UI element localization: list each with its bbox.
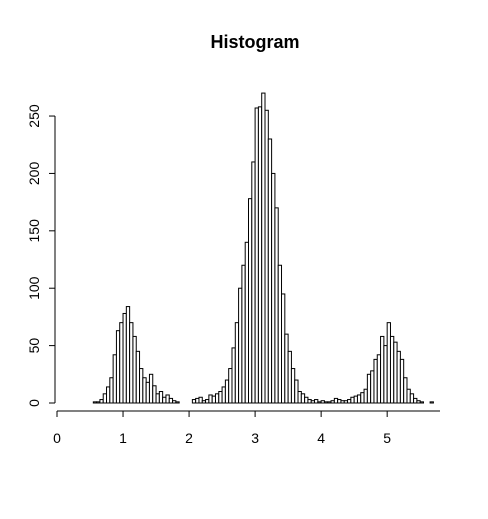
y-tick-label: 250 (26, 104, 42, 128)
bar (198, 396, 203, 404)
bar (175, 401, 180, 404)
x-tick-label: 2 (185, 430, 193, 446)
x-tick-label: 3 (251, 430, 259, 446)
bar (429, 401, 434, 404)
y-tick-label: 200 (26, 162, 42, 186)
y-tick-label: 150 (26, 219, 42, 243)
x-tick-label: 4 (317, 430, 325, 446)
bar (314, 399, 319, 404)
x-tick-label: 0 (53, 430, 61, 446)
y-tick-label: 100 (26, 276, 42, 300)
y-tick-label: 0 (26, 399, 42, 407)
y-tick-label: 50 (26, 338, 42, 354)
bar (419, 401, 424, 404)
chart-title: Histogram (210, 32, 299, 52)
x-tick-label: 1 (119, 430, 127, 446)
x-tick-label: 5 (383, 430, 391, 446)
